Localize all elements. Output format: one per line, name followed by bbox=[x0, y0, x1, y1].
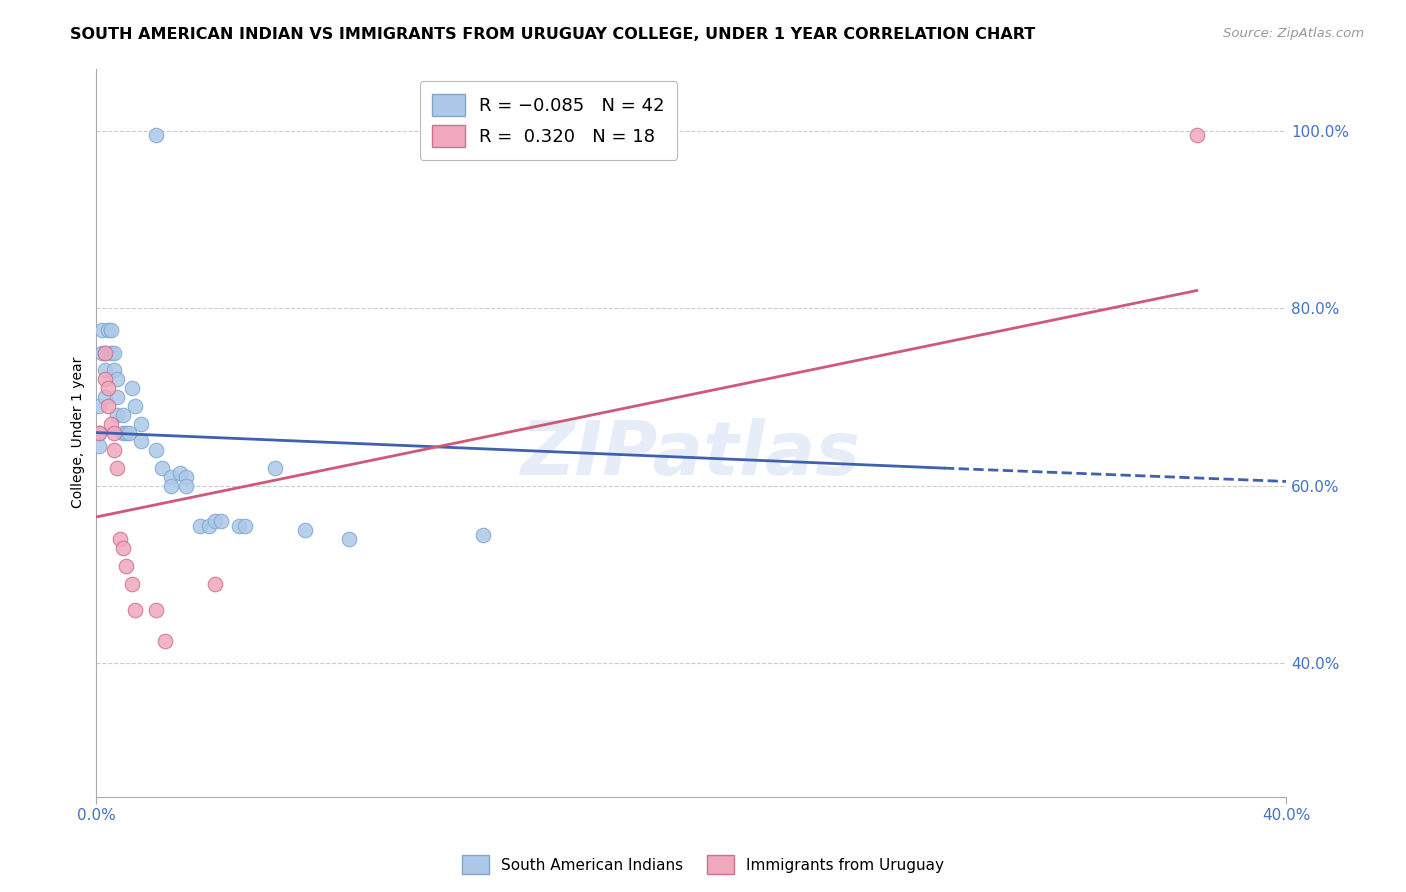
Text: SOUTH AMERICAN INDIAN VS IMMIGRANTS FROM URUGUAY COLLEGE, UNDER 1 YEAR CORRELATI: SOUTH AMERICAN INDIAN VS IMMIGRANTS FROM… bbox=[70, 27, 1036, 42]
Text: Source: ZipAtlas.com: Source: ZipAtlas.com bbox=[1223, 27, 1364, 40]
Point bbox=[94, 372, 117, 386]
Point bbox=[112, 425, 135, 440]
Point bbox=[91, 323, 114, 337]
Point bbox=[124, 399, 146, 413]
Point bbox=[94, 390, 117, 404]
Point bbox=[105, 408, 128, 422]
Point bbox=[105, 461, 128, 475]
Text: ZIPatlas: ZIPatlas bbox=[522, 418, 860, 491]
Point bbox=[174, 470, 197, 484]
Point bbox=[103, 443, 125, 458]
Point bbox=[198, 519, 221, 533]
Point bbox=[233, 519, 256, 533]
Point bbox=[145, 128, 167, 142]
Point bbox=[204, 576, 226, 591]
Point bbox=[112, 408, 135, 422]
Point bbox=[159, 479, 181, 493]
Point bbox=[89, 399, 111, 413]
Point bbox=[115, 558, 138, 573]
Point bbox=[159, 470, 181, 484]
Point bbox=[94, 363, 117, 377]
Point bbox=[105, 372, 128, 386]
Point bbox=[145, 603, 167, 617]
Point bbox=[115, 425, 138, 440]
Point bbox=[100, 417, 122, 431]
Legend: R = −0.085   N = 42, R =  0.320   N = 18: R = −0.085 N = 42, R = 0.320 N = 18 bbox=[419, 81, 678, 160]
Point bbox=[294, 523, 316, 537]
Point bbox=[108, 532, 131, 546]
Point bbox=[89, 439, 111, 453]
Point bbox=[94, 345, 117, 359]
Point bbox=[204, 515, 226, 529]
Point bbox=[263, 461, 285, 475]
Point bbox=[103, 363, 125, 377]
Point bbox=[190, 519, 212, 533]
Point bbox=[121, 381, 143, 395]
Point bbox=[209, 515, 232, 529]
Legend: South American Indians, Immigrants from Uruguay: South American Indians, Immigrants from … bbox=[456, 849, 950, 880]
Point bbox=[103, 425, 125, 440]
Point bbox=[89, 425, 111, 440]
Point bbox=[174, 479, 197, 493]
Point bbox=[112, 541, 135, 555]
Point bbox=[100, 323, 122, 337]
Point bbox=[103, 345, 125, 359]
Point bbox=[129, 434, 152, 449]
Point bbox=[97, 399, 120, 413]
Y-axis label: College, Under 1 year: College, Under 1 year bbox=[72, 357, 86, 508]
Point bbox=[94, 345, 117, 359]
Point bbox=[118, 425, 141, 440]
Point bbox=[228, 519, 250, 533]
Point bbox=[89, 425, 111, 440]
Point bbox=[124, 603, 146, 617]
Point bbox=[97, 323, 120, 337]
Point bbox=[105, 390, 128, 404]
Point bbox=[472, 527, 495, 541]
Point bbox=[129, 417, 152, 431]
Point bbox=[150, 461, 173, 475]
Point bbox=[121, 576, 143, 591]
Point bbox=[97, 381, 120, 395]
Point bbox=[337, 532, 360, 546]
Point bbox=[153, 634, 176, 648]
Point bbox=[91, 345, 114, 359]
Point bbox=[145, 443, 167, 458]
Point bbox=[1185, 128, 1208, 142]
Point bbox=[100, 345, 122, 359]
Point bbox=[169, 466, 191, 480]
